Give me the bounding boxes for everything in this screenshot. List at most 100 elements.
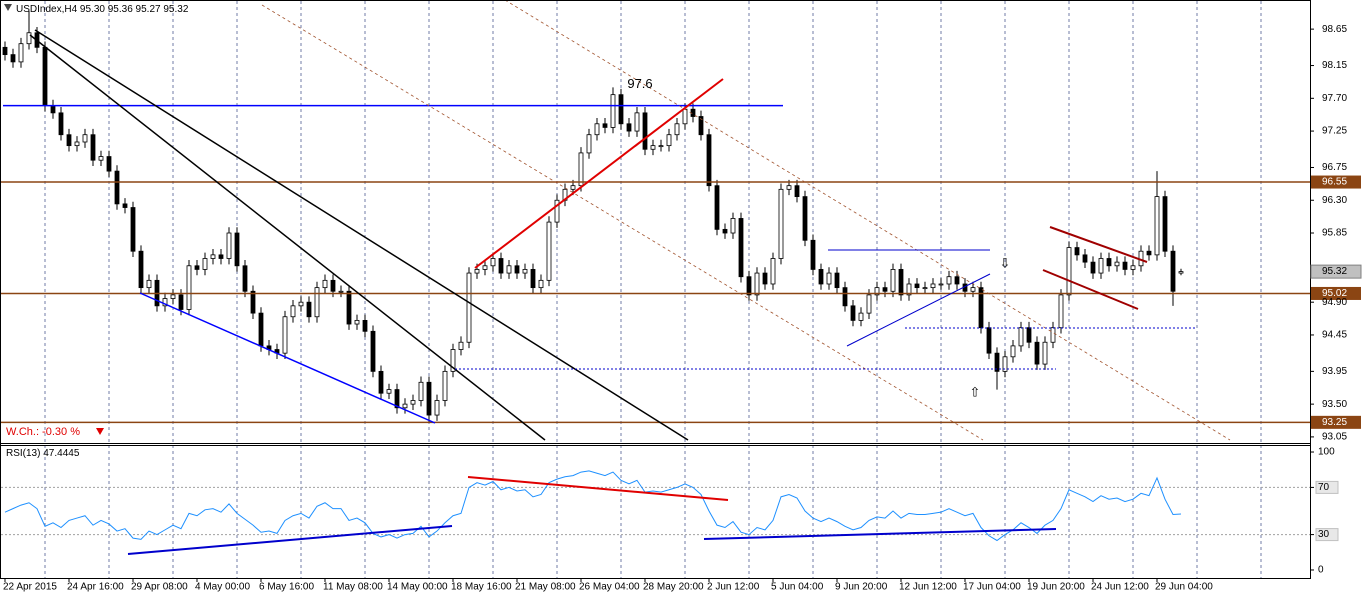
y-tick-label: 93.50	[1322, 399, 1347, 410]
candle-body	[1002, 356, 1008, 372]
candle-body	[858, 312, 864, 321]
marks-layer	[1, 10, 1310, 542]
candle-body	[874, 287, 880, 296]
candle-body	[242, 265, 248, 292]
x-tick-label: 18 May 16:00	[451, 582, 512, 593]
candle-body	[426, 381, 432, 416]
candle-body	[1058, 294, 1064, 329]
x-tick-label: 12 Jun 12:00	[899, 582, 957, 593]
x-tick-label: 11 May 08:00	[323, 582, 383, 593]
candle-body	[1074, 247, 1080, 256]
candle-body	[954, 276, 960, 285]
x-tick-label: 29 Jun 04:00	[1155, 582, 1213, 593]
candle-body	[1090, 261, 1096, 274]
candle-body	[114, 170, 120, 205]
candle-body	[1066, 247, 1072, 296]
y-tick-label: 97.25	[1322, 126, 1347, 137]
level-tick-box	[1315, 480, 1339, 494]
candle-body	[346, 290, 352, 325]
candle-body	[66, 134, 72, 147]
candle-body	[450, 349, 456, 372]
candle-body	[914, 283, 920, 289]
menu-icon[interactable]	[4, 4, 12, 11]
candle-body	[770, 258, 776, 285]
trend-line	[139, 292, 436, 424]
candle-body	[898, 269, 904, 296]
x-tick-label: 24 Apr 16:00	[67, 582, 124, 593]
resistance-label: 97.6	[627, 76, 652, 91]
y-tick-label: 30	[1318, 529, 1330, 540]
candle-body	[626, 123, 632, 132]
candle-body	[26, 32, 32, 45]
rsi-trend-line	[467, 476, 729, 501]
candle-body	[122, 203, 128, 208]
candle-body	[570, 185, 576, 190]
candle-body	[418, 381, 424, 401]
x-tick-label: 21 May 08:00	[515, 582, 576, 593]
candle-body	[850, 305, 856, 321]
candle-body	[714, 185, 720, 230]
arrow-down-icon: ⇩	[1000, 255, 1011, 270]
candle-body	[466, 272, 472, 343]
y-tick-label: 96.75	[1322, 162, 1347, 173]
candle-body	[2, 46, 8, 56]
candle-body	[682, 108, 688, 125]
candle-body	[610, 94, 616, 128]
candle-body	[546, 221, 552, 281]
y-tick-label: 95.85	[1322, 228, 1347, 239]
x-tick-label: 29 Apr 08:00	[131, 582, 188, 593]
candle-body	[90, 134, 96, 161]
candle-body	[106, 156, 112, 172]
channel-line	[261, 4, 984, 441]
candle-body	[18, 43, 24, 63]
x-tick-label: 19 Jun 20:00	[1027, 582, 1085, 593]
candle-body	[906, 283, 912, 296]
candle-body	[578, 152, 584, 187]
candle-body	[410, 400, 416, 405]
candle-body	[146, 279, 152, 289]
candle-body	[666, 134, 672, 147]
last-price-box	[1310, 264, 1362, 279]
candle-body	[434, 400, 440, 416]
flag-line	[1049, 226, 1148, 263]
candle-body	[82, 134, 88, 143]
candle-body	[786, 185, 792, 190]
trend-line	[34, 29, 689, 441]
candle-body	[490, 258, 496, 267]
candle-body	[706, 134, 712, 187]
candle-body	[442, 370, 448, 401]
candle-body	[298, 301, 304, 307]
candle-body	[290, 305, 296, 318]
candle-body	[650, 145, 656, 150]
level-label-box	[1311, 286, 1361, 300]
candle-body	[754, 272, 760, 296]
level-label: 95.02	[1322, 288, 1347, 299]
x-tick-label: 24 Jun 12:00	[1091, 582, 1149, 593]
y-tick-label: 93.05	[1322, 432, 1347, 443]
candle-body	[1154, 196, 1160, 256]
candle-body	[50, 105, 56, 114]
candle-body	[890, 269, 896, 292]
last-high: 95.36	[108, 4, 133, 15]
candle-body	[642, 112, 648, 150]
triangle-line	[846, 273, 991, 347]
y-tick-label: 98.65	[1322, 24, 1347, 35]
candle-body	[1082, 254, 1088, 263]
candle-body	[250, 290, 256, 314]
candle-body	[810, 239, 816, 270]
level-tick-box	[1315, 528, 1339, 542]
candle-body	[1010, 345, 1016, 358]
candle-body	[370, 330, 376, 372]
candle-body	[202, 258, 208, 270]
candle-body	[602, 123, 608, 128]
y-tick-label: 0	[1318, 565, 1324, 576]
candle-body	[386, 389, 392, 394]
candle-body	[698, 116, 704, 136]
y-tick-label: 96.30	[1322, 195, 1347, 206]
y-tick-label: 94.45	[1322, 330, 1347, 341]
candle-body	[1018, 327, 1024, 347]
symbol: USDIndex,H4	[16, 4, 78, 15]
candle-body	[314, 287, 320, 318]
drawings: ⇩ ⇧	[29, 0, 1231, 555]
arrow-up-icon: ⇧	[970, 384, 981, 399]
